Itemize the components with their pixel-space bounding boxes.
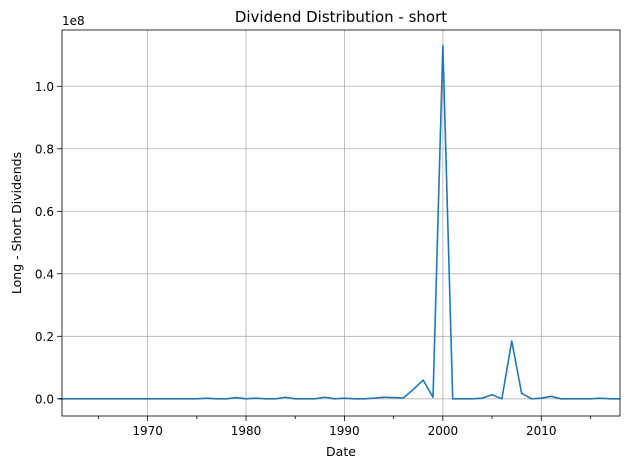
y-tick-label: 0.2 [35, 330, 54, 344]
y-tick-label: 1.0 [35, 80, 54, 94]
y-axis-multiplier: 1e8 [62, 14, 85, 28]
y-tick-label: 0.4 [35, 267, 54, 281]
series-layer [59, 44, 620, 400]
grid-lines [62, 30, 620, 416]
x-tick-label: 1970 [132, 424, 163, 438]
axis-ticks: 1970 1980 1990 2000 2010 0.0 0.2 0.4 0.6 0.8 1.0 [35, 80, 591, 438]
series-line [59, 44, 620, 400]
x-tick-label: 1990 [329, 424, 360, 438]
plot-frame [61, 29, 621, 417]
chart-title: Dividend Distribution - short [235, 8, 447, 26]
y-tick-label: 0.8 [35, 142, 54, 156]
x-tick-label: 2010 [526, 424, 557, 438]
x-tick-label: 1980 [231, 424, 262, 438]
y-axis-label: Long - Short Dividends [9, 152, 24, 294]
y-tick-label: 0.6 [35, 205, 54, 219]
y-tick-label: 0.0 [35, 392, 54, 406]
x-axis-label: Date [326, 444, 356, 459]
x-tick-label: 2000 [428, 424, 459, 438]
